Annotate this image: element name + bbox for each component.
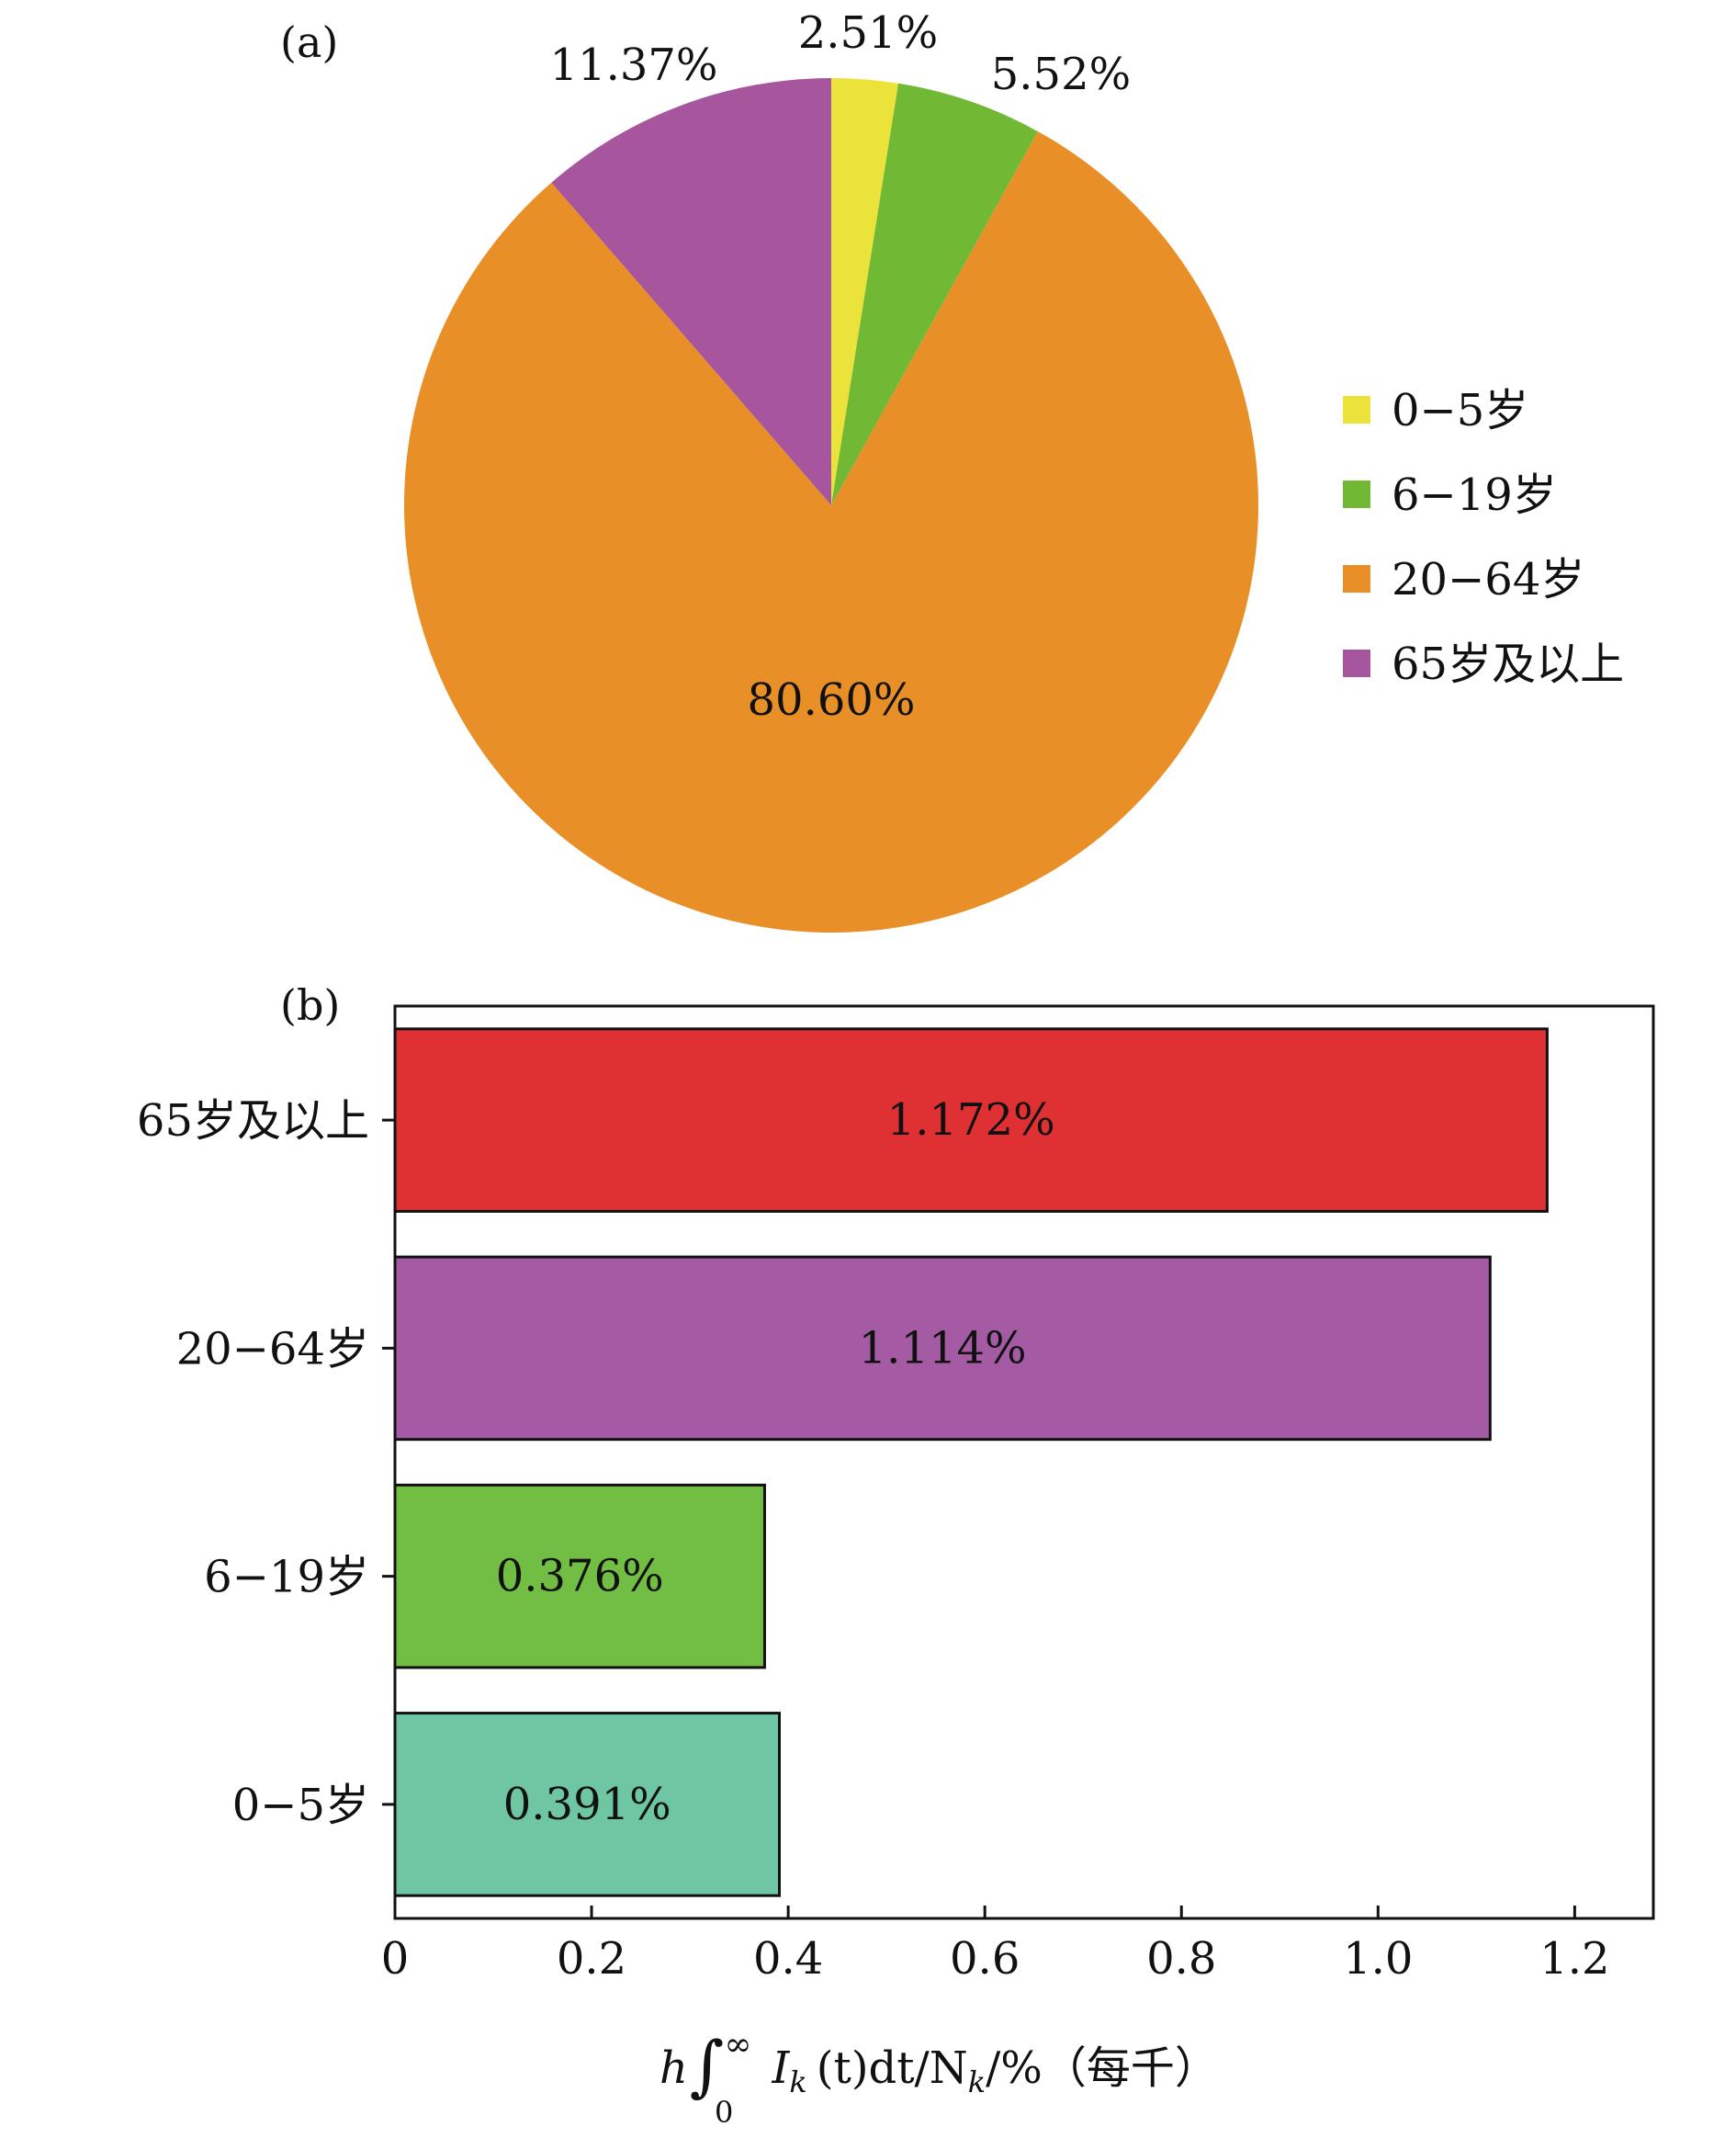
bar (393, 1483, 766, 1669)
x-axis: 0 0.2 0.4 0.6 0.8 1.0 1.2 (381, 1906, 1610, 1985)
xlabel-sub-k2: k (968, 2064, 986, 2099)
x-tick-label: 0.8 (1146, 1933, 1216, 1985)
bar-value-label: 0.391% (503, 1779, 671, 1830)
legend-label: 20−64岁 (1392, 554, 1584, 605)
plot-frame (393, 1004, 1655, 1920)
legend-label: 0−5岁 (1392, 385, 1528, 436)
x-tick-label: 0.4 (753, 1933, 823, 1985)
pie-chart-panel: (a) 2.51% 5.52% 80.60% 11.37% 0−5岁 6−19岁 20−6… (280, 7, 1624, 933)
legend-swatch (1343, 481, 1370, 508)
pie-slice (551, 78, 831, 505)
bar-chart-panel: (b) 1.172% 1.114% 0.376% 0.391% 65岁及以上 20−64… (137, 980, 1655, 2130)
pie-panel-label: (a) (280, 17, 338, 67)
xlabel-upper: ∞ (724, 2026, 751, 2064)
x-tick-label: 0 (381, 1933, 410, 1985)
x-tick-label: 1.0 (1343, 1933, 1413, 1985)
y-tick-label: 65岁及以上 (137, 1095, 369, 1147)
xlabel-tail: (t)dt/N (817, 2042, 968, 2094)
xlabel-h: h (659, 2042, 688, 2094)
bar (393, 1255, 1492, 1442)
bar (393, 1712, 781, 1897)
bar-value-label: 1.114% (859, 1322, 1027, 1374)
y-tick-label: 6−19岁 (204, 1552, 369, 1603)
bar-value-label: 0.376% (496, 1551, 664, 1602)
pie-slice (831, 77, 899, 505)
y-tick-label: 0−5岁 (232, 1780, 369, 1831)
xlabel-lower-limit: 0 (715, 2095, 733, 2130)
x-axis-label: h∫∞ Ik (t)dt/Nk/%（每千） (659, 2026, 1219, 2104)
pie-slice (404, 130, 1259, 933)
pie-slice-value-label: 11.37% (549, 40, 717, 91)
x-tick-label: 0.6 (950, 1933, 1020, 1985)
bars: 1.172% 1.114% 0.376% 0.391% (393, 1027, 1549, 1897)
bar-panel-label: (b) (280, 980, 340, 1030)
pie-slice-value-label: 80.60% (747, 674, 915, 726)
x-tick-label: 1.2 (1539, 1933, 1609, 1985)
pie-slice-value-label: 5.52% (991, 49, 1131, 100)
pie-slices (404, 77, 1259, 933)
xlabel-rest: I (771, 2042, 790, 2094)
bar-value-label: 1.172% (887, 1094, 1055, 1146)
xlabel-sub-k: k (789, 2064, 806, 2099)
y-axis: 65岁及以上 20−64岁 6−19岁 0−5岁 (137, 1095, 395, 1831)
x-tick-label: 0.2 (557, 1933, 626, 1985)
pie-slice (831, 83, 1038, 506)
legend-label: 6−19岁 (1392, 469, 1557, 521)
pie-slice-labels: 2.51% 5.52% 80.60% 11.37% (549, 7, 1131, 726)
pie-legend: 0−5岁 6−19岁 20−64岁 65岁及以上 (1343, 385, 1624, 690)
pie-slice-value-label: 2.51% (798, 7, 938, 59)
xlabel-integral: ∫ (690, 2027, 725, 2104)
legend-swatch (1343, 565, 1370, 593)
xlabel-end: /%（每千） (986, 2042, 1219, 2094)
legend-swatch (1343, 396, 1370, 424)
legend-label: 65岁及以上 (1392, 639, 1624, 690)
bar (393, 1027, 1549, 1213)
legend-swatch (1343, 650, 1370, 677)
y-tick-label: 20−64岁 (176, 1323, 369, 1374)
